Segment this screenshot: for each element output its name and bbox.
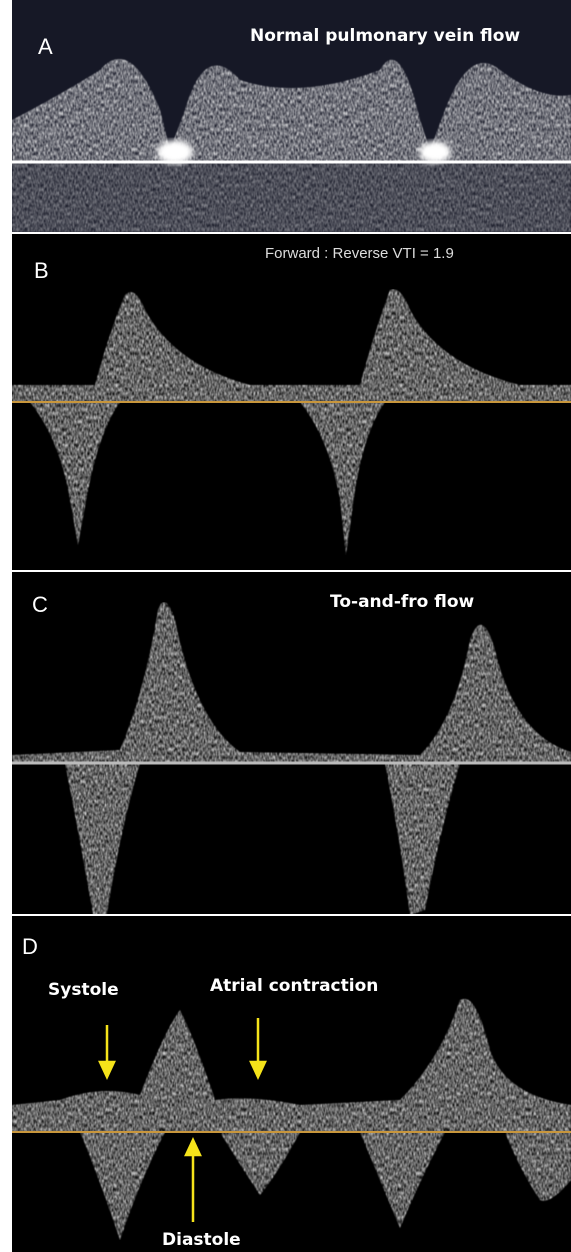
- panel-d: D Systole Atrial contraction Diastole: [12, 916, 571, 1252]
- panel-label: A: [38, 34, 53, 59]
- spectral-noise: [12, 162, 571, 232]
- panel-label: D: [22, 934, 38, 959]
- panel-b: B Forward : Reverse VTI = 1.9: [12, 234, 571, 570]
- annotation: Diastole: [162, 1230, 241, 1250]
- panel-c: C To-and-fro flow: [12, 572, 571, 925]
- panel-caption: Forward : Reverse VTI = 1.9: [265, 245, 454, 262]
- annotation: Atrial contraction: [210, 976, 378, 996]
- annotation: Systole: [48, 980, 119, 1000]
- panel-a: A Normal pulmonary vein flow: [12, 0, 571, 232]
- figure: A Normal pulmonary vein flow B Forward :…: [0, 0, 571, 1252]
- panel-label: C: [32, 592, 48, 617]
- panel-label: B: [34, 258, 49, 283]
- bright-spot: [157, 140, 193, 164]
- bright-spot: [419, 141, 451, 163]
- panel-caption: Normal pulmonary vein flow: [250, 26, 520, 46]
- panel-caption: To-and-fro flow: [330, 592, 475, 612]
